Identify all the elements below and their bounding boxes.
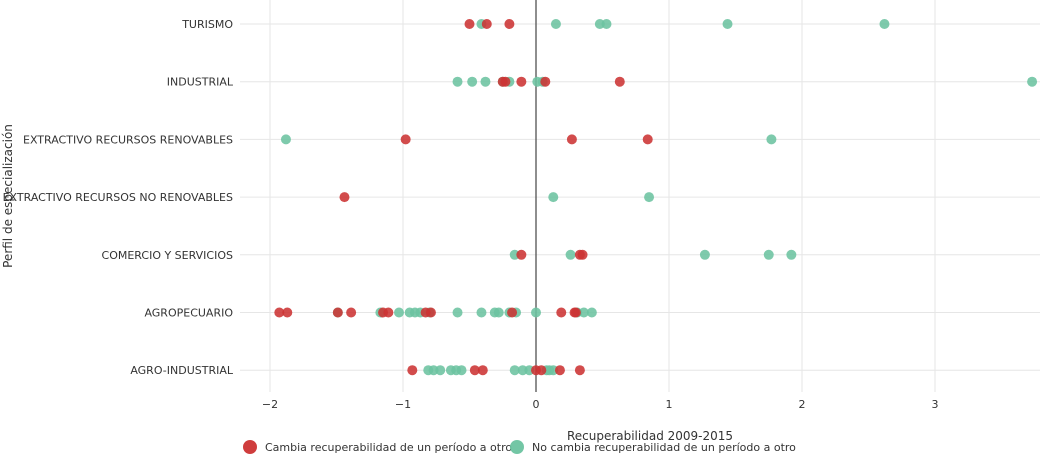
- y-tick-label: AGROPECUARIO: [144, 307, 233, 320]
- point-no-cambia: [493, 307, 504, 318]
- point-cambia: [516, 76, 527, 87]
- point-no-cambia: [586, 307, 597, 318]
- y-tick-label: INDUSTRIAL: [167, 76, 234, 89]
- point-no-cambia: [548, 192, 559, 203]
- point-no-cambia: [456, 365, 467, 376]
- legend: Cambia recuperabilidad de un período a o…: [243, 440, 796, 454]
- point-cambia: [570, 307, 581, 318]
- data-points: [274, 19, 1038, 376]
- point-cambia: [469, 365, 480, 376]
- gridlines: [240, 0, 1040, 392]
- x-tick-label: 1: [666, 398, 673, 411]
- point-no-cambia: [394, 307, 405, 318]
- point-cambia: [556, 307, 567, 318]
- point-no-cambia: [452, 307, 463, 318]
- point-no-cambia: [699, 249, 710, 260]
- x-tick-label: −1: [395, 398, 411, 411]
- point-cambia: [425, 307, 436, 318]
- point-cambia: [516, 249, 527, 260]
- point-cambia: [642, 134, 653, 145]
- point-cambia: [500, 76, 511, 87]
- y-tick-label: AGRO-INDUSTRIAL: [130, 364, 234, 377]
- point-no-cambia: [476, 307, 487, 318]
- point-cambia: [566, 134, 577, 145]
- point-cambia: [407, 365, 418, 376]
- point-no-cambia: [578, 307, 589, 318]
- legend-item-no-cambia[interactable]: No cambia recuperabilidad de un período …: [510, 440, 796, 454]
- point-cambia: [577, 249, 588, 260]
- point-cambia: [339, 192, 350, 203]
- point-cambia: [574, 365, 585, 376]
- point-cambia: [383, 307, 394, 318]
- point-no-cambia: [452, 76, 463, 87]
- point-no-cambia: [480, 76, 491, 87]
- point-no-cambia: [722, 19, 733, 29]
- point-no-cambia: [280, 134, 291, 145]
- point-no-cambia: [763, 249, 774, 260]
- point-cambia: [282, 307, 293, 318]
- x-tick-label: −2: [262, 398, 278, 411]
- point-no-cambia: [531, 307, 541, 318]
- point-cambia: [481, 19, 492, 29]
- point-no-cambia: [550, 19, 561, 29]
- legend-label: No cambia recuperabilidad de un período …: [532, 441, 796, 454]
- point-cambia: [274, 307, 285, 318]
- point-cambia: [464, 19, 475, 29]
- legend-marker: [510, 440, 524, 454]
- legend-item-cambia[interactable]: Cambia recuperabilidad de un período a o…: [243, 440, 512, 454]
- x-tick-label: 2: [799, 398, 806, 411]
- point-no-cambia: [879, 19, 890, 29]
- point-cambia: [554, 365, 565, 376]
- point-no-cambia: [565, 249, 576, 260]
- point-no-cambia: [467, 76, 478, 87]
- point-no-cambia: [644, 192, 655, 203]
- point-cambia: [540, 76, 551, 87]
- point-cambia: [504, 19, 515, 29]
- y-tick-label: EXTRACTIVO RECURSOS RENOVABLES: [23, 133, 233, 146]
- legend-label: Cambia recuperabilidad de un período a o…: [265, 441, 512, 454]
- legend-marker: [243, 440, 257, 454]
- point-no-cambia: [786, 249, 797, 260]
- point-cambia: [400, 134, 411, 145]
- y-tick-labels: TURISMO INDUSTRIAL EXTRACTIVO RECURSOS REN…: [3, 18, 234, 377]
- y-tick-label: COMERCIO Y SERVICIOS: [102, 249, 233, 262]
- point-cambia: [477, 365, 488, 376]
- point-cambia: [507, 307, 518, 318]
- x-tick-label: 0: [533, 398, 540, 411]
- point-no-cambia: [601, 19, 612, 29]
- y-axis-title: Perfil de especialización: [1, 124, 15, 268]
- y-tick-label: TURISMO: [181, 18, 233, 31]
- point-no-cambia: [766, 134, 777, 145]
- y-tick-label: EXTRACTIVO RECURSOS NO RENOVABLES: [3, 191, 233, 204]
- x-axis-title: Recuperabilidad 2009-2015: [567, 429, 733, 443]
- point-cambia: [346, 307, 357, 318]
- point-no-cambia: [509, 365, 520, 376]
- point-cambia: [614, 76, 625, 87]
- point-cambia: [332, 307, 343, 318]
- x-tick-label: 3: [932, 398, 939, 411]
- point-no-cambia: [435, 365, 446, 376]
- x-tick-labels: −2 −1 0 1 2 3: [262, 398, 939, 411]
- point-cambia: [536, 365, 547, 376]
- point-no-cambia: [1027, 76, 1038, 87]
